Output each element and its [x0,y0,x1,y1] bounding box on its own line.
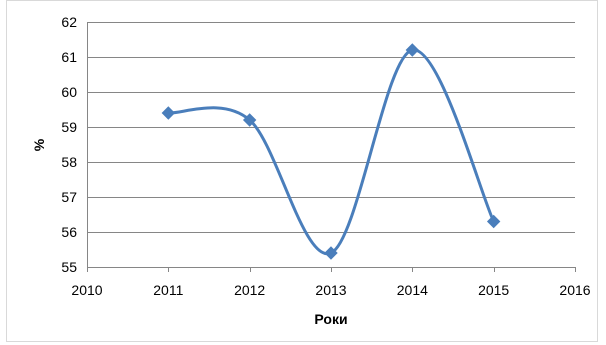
x-tick-label: 2014 [397,282,428,298]
x-tick-label: 2015 [478,282,509,298]
y-axis-title: % [31,138,47,151]
data-point-marker [486,214,501,229]
y-tick-label: 58 [61,154,77,170]
y-tick-label: 61 [61,49,77,65]
x-axis-title: Роки [314,311,347,327]
data-point-marker [405,43,420,57]
x-tick-label: 2010 [71,282,102,298]
x-tick-labels: 2010 2011 2012 2013 2014 2015 2016 [71,282,590,298]
y-tick-label: 57 [61,189,77,205]
gridlines [87,22,575,233]
series [161,43,501,260]
series-line [168,48,496,256]
data-point-marker [324,246,338,260]
x-tick-label: 2016 [559,282,590,298]
y-tick-label: 59 [61,119,77,135]
data-point-marker [161,106,176,120]
y-tick-label: 56 [61,224,77,240]
y-tick-labels: 55 56 57 58 59 60 61 62 [61,14,77,275]
data-point-marker [242,113,257,127]
y-tick-label: 62 [61,14,77,30]
x-tick-label: 2012 [234,282,265,298]
x-tick-label: 2013 [315,282,346,298]
x-tick-label: 2011 [153,282,183,298]
axes [87,22,576,272]
y-tick-label: 60 [61,84,77,100]
y-tick-label: 55 [61,259,77,275]
